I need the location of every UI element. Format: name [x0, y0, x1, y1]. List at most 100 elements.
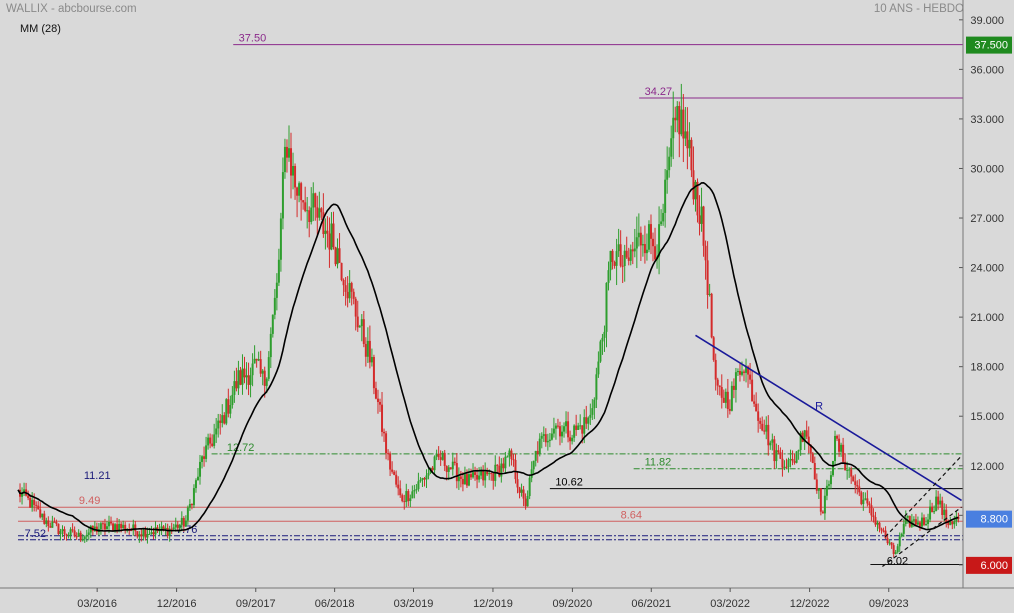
candle-body: [759, 420, 762, 424]
x-tick-label: 09/2023: [869, 598, 909, 610]
candle-body: [306, 210, 309, 212]
candle-body: [490, 473, 493, 475]
candle-body: [805, 430, 808, 437]
candle-body: [415, 489, 418, 491]
candle-body: [170, 528, 173, 530]
y-tick-label: 18.000: [970, 362, 1004, 374]
candle-body: [482, 471, 485, 481]
candle-body: [120, 523, 123, 529]
candle-body: [799, 432, 802, 450]
candle-body: [245, 375, 248, 378]
level-label: 8.64: [621, 509, 642, 521]
candle-body: [613, 261, 616, 266]
chart-title: WALLIX - abcbourse.com: [6, 3, 137, 15]
candle-body: [374, 388, 377, 399]
candle-body: [326, 230, 329, 234]
candle-body: [937, 496, 940, 505]
candle-body: [738, 370, 741, 375]
candle-body: [603, 331, 606, 338]
candle-body: [710, 293, 713, 338]
candle-body: [747, 366, 750, 375]
candle-body: [480, 471, 483, 476]
y-tick-label: 36.000: [970, 64, 1004, 76]
candle-body: [223, 415, 226, 424]
candle-body: [803, 430, 806, 442]
candle-body: [611, 250, 614, 262]
candle-body: [45, 520, 48, 524]
candle-body: [356, 316, 359, 328]
candle-body: [318, 208, 321, 218]
candle-body: [629, 249, 632, 261]
candle-body: [862, 499, 865, 505]
candle-body: [39, 509, 42, 518]
candle-body: [47, 520, 50, 527]
candle-body: [904, 517, 907, 524]
candle-body: [221, 415, 224, 423]
candle-body: [561, 431, 564, 437]
candle-body: [872, 515, 875, 518]
candle-body: [427, 473, 430, 476]
candle-body: [775, 450, 778, 462]
x-tick-label: 03/2022: [710, 598, 750, 610]
candle-body: [492, 473, 495, 481]
candle-body: [358, 326, 361, 328]
candle-body: [635, 237, 638, 249]
price-badge-label: 37.500: [974, 40, 1008, 52]
candle-body: [718, 385, 721, 388]
candle-body: [617, 244, 620, 252]
candle-body: [261, 370, 264, 374]
candle-body: [73, 530, 76, 537]
candle-body: [445, 466, 448, 472]
candle-body: [342, 279, 345, 286]
candle-body: [180, 517, 183, 525]
candle-body: [813, 462, 816, 480]
candle-body: [518, 487, 521, 493]
price-badge-label: 6.000: [980, 560, 1008, 572]
candle-body: [927, 519, 930, 524]
candle-body: [249, 375, 252, 385]
candle-body: [310, 207, 313, 222]
candle-body: [118, 523, 121, 531]
candle-body: [81, 539, 84, 541]
candle-body: [846, 469, 849, 471]
candle-body: [817, 488, 820, 491]
candle-body: [263, 370, 266, 386]
trend-lines: [695, 334, 963, 568]
candle-body: [732, 385, 735, 390]
candle-body: [607, 270, 610, 283]
y-tick-label: 27.000: [970, 213, 1004, 225]
candle-body: [144, 529, 147, 538]
candle-body: [753, 401, 756, 404]
candle-body: [870, 505, 873, 516]
candle-body: [819, 488, 822, 512]
level-label: 34.27: [645, 86, 673, 98]
candle-body: [188, 503, 191, 508]
candle-body: [601, 337, 604, 342]
candle-body: [530, 469, 533, 478]
candle-body: [868, 503, 871, 506]
candle-body: [237, 370, 240, 389]
candle-body: [730, 385, 733, 411]
candle-body: [247, 375, 250, 385]
candle-body: [336, 248, 339, 265]
candle-body: [842, 444, 845, 462]
candle-body: [281, 172, 284, 219]
candle-body: [441, 452, 444, 460]
candle-body: [658, 224, 661, 257]
candle-body: [925, 523, 928, 525]
candle-body: [211, 443, 214, 446]
candle-body: [433, 456, 436, 471]
candle-body: [840, 444, 843, 452]
candle-body: [589, 414, 592, 418]
candle-body: [751, 379, 754, 402]
candle-body: [912, 519, 915, 521]
candle-body: [821, 511, 824, 514]
candle-body: [182, 517, 185, 527]
candle-body: [463, 474, 466, 485]
candle-body: [591, 408, 594, 415]
candle-body: [558, 426, 561, 437]
x-tick-label: 09/2020: [553, 598, 593, 610]
candle-body: [203, 456, 206, 459]
candle-body: [554, 425, 557, 429]
